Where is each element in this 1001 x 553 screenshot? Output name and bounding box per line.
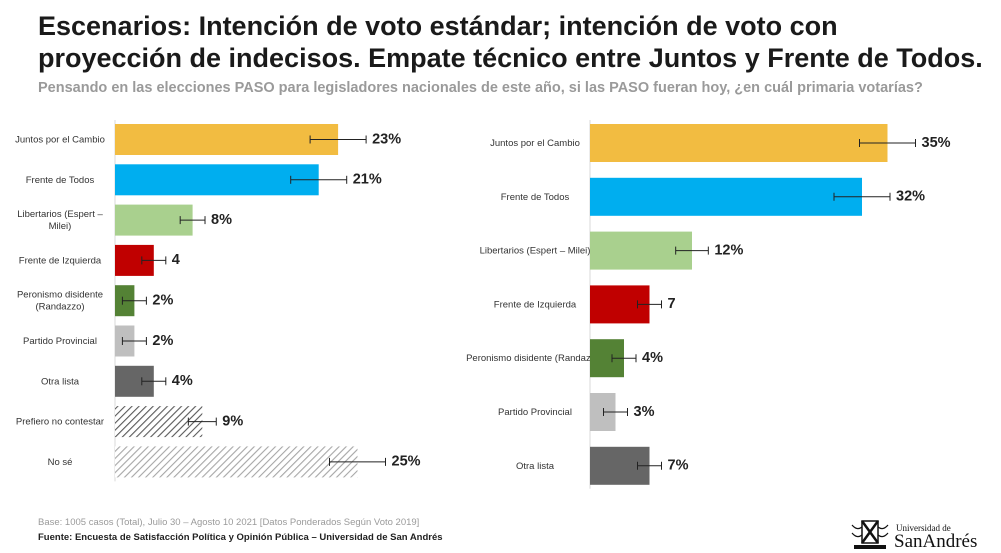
value-label: 7 [668, 296, 676, 312]
error-bar [290, 175, 348, 184]
category-label: No sé [48, 456, 73, 467]
category-label: Juntos por el Cambio [490, 138, 580, 149]
value-label: 2% [152, 333, 173, 349]
category-label: Partido Provincial [498, 407, 572, 418]
page-subtitle: Pensando en las elecciones PASO para leg… [38, 80, 923, 96]
page-title: Escenarios: Intención de voto estándar; … [38, 11, 983, 73]
bar [115, 446, 358, 478]
value-label: 9% [222, 413, 243, 429]
value-label: 23% [372, 131, 401, 147]
error-bar [859, 139, 916, 147]
value-label: 32% [896, 189, 925, 205]
category-label: Prefiero no contestar [16, 416, 104, 427]
error-bar [637, 461, 662, 470]
error-bar [611, 354, 637, 363]
value-label: 2% [152, 293, 173, 309]
category-label: Frente de Todos [501, 191, 570, 202]
error-bar [329, 457, 386, 466]
value-label: 4% [642, 350, 663, 366]
bar [115, 164, 319, 196]
bar [590, 231, 692, 270]
error-bar [121, 296, 147, 305]
category-label: Libertarios (Espert – Milei) [480, 245, 591, 256]
category-label: Peronismo disidente (Randazzo) [17, 289, 103, 312]
bar [590, 124, 888, 162]
error-bar [833, 192, 891, 201]
footer-base-note: Base: 1005 casos (Total), Julio 30 – Ago… [38, 517, 420, 528]
value-label: 25% [392, 454, 421, 470]
category-label: Frente de Todos [26, 174, 95, 185]
value-label: 3% [634, 404, 655, 420]
value-label: 35% [922, 135, 951, 151]
error-bar [675, 246, 709, 255]
category-label: Partido Provincial [23, 336, 97, 347]
crest-icon [851, 520, 889, 549]
value-label: 7% [668, 458, 689, 474]
university-logo: Universidad de SanAndrés [850, 519, 990, 552]
projected-vote-chart: Juntos por el Cambio 35% Frente de Todos 32… [466, 124, 951, 485]
category-label: Libertarios (Espert – Milei) [17, 209, 103, 232]
bar [590, 177, 862, 216]
category-label: Otra lista [41, 376, 80, 387]
bar [115, 124, 339, 155]
logo-text-main: SanAndrés [894, 531, 978, 552]
value-label: 4% [172, 373, 193, 389]
footer-source: Fuente: Encuesta de Satisfacción Polític… [38, 532, 443, 543]
value-label: 21% [353, 172, 382, 188]
standard-vote-chart: Juntos por el Cambio 23% Frente de Todos 21… [15, 124, 421, 478]
bar [115, 406, 203, 438]
category-label: Peronismo disidente (Randazzo) [466, 353, 604, 364]
error-bar [179, 216, 206, 225]
error-bar [309, 135, 367, 144]
bar [115, 204, 193, 236]
category-label: Frente de Izquierda [494, 299, 577, 310]
vote-intention-charts: Juntos por el Cambio 23% Frente de Todos 21… [15, 120, 951, 489]
error-bar [637, 300, 662, 309]
error-bar [141, 256, 167, 265]
error-bar [187, 417, 217, 426]
error-bar [141, 377, 167, 386]
logo-text-top: Universidad de [896, 523, 951, 533]
category-label: Frente de Izquierda [19, 255, 102, 266]
error-bar [603, 408, 628, 416]
value-label: 4 [172, 252, 180, 268]
error-bar [121, 337, 147, 345]
value-label: 12% [714, 242, 743, 258]
category-label: Juntos por el Cambio [15, 134, 105, 145]
category-label: Otra lista [516, 460, 555, 471]
value-label: 8% [211, 212, 232, 228]
